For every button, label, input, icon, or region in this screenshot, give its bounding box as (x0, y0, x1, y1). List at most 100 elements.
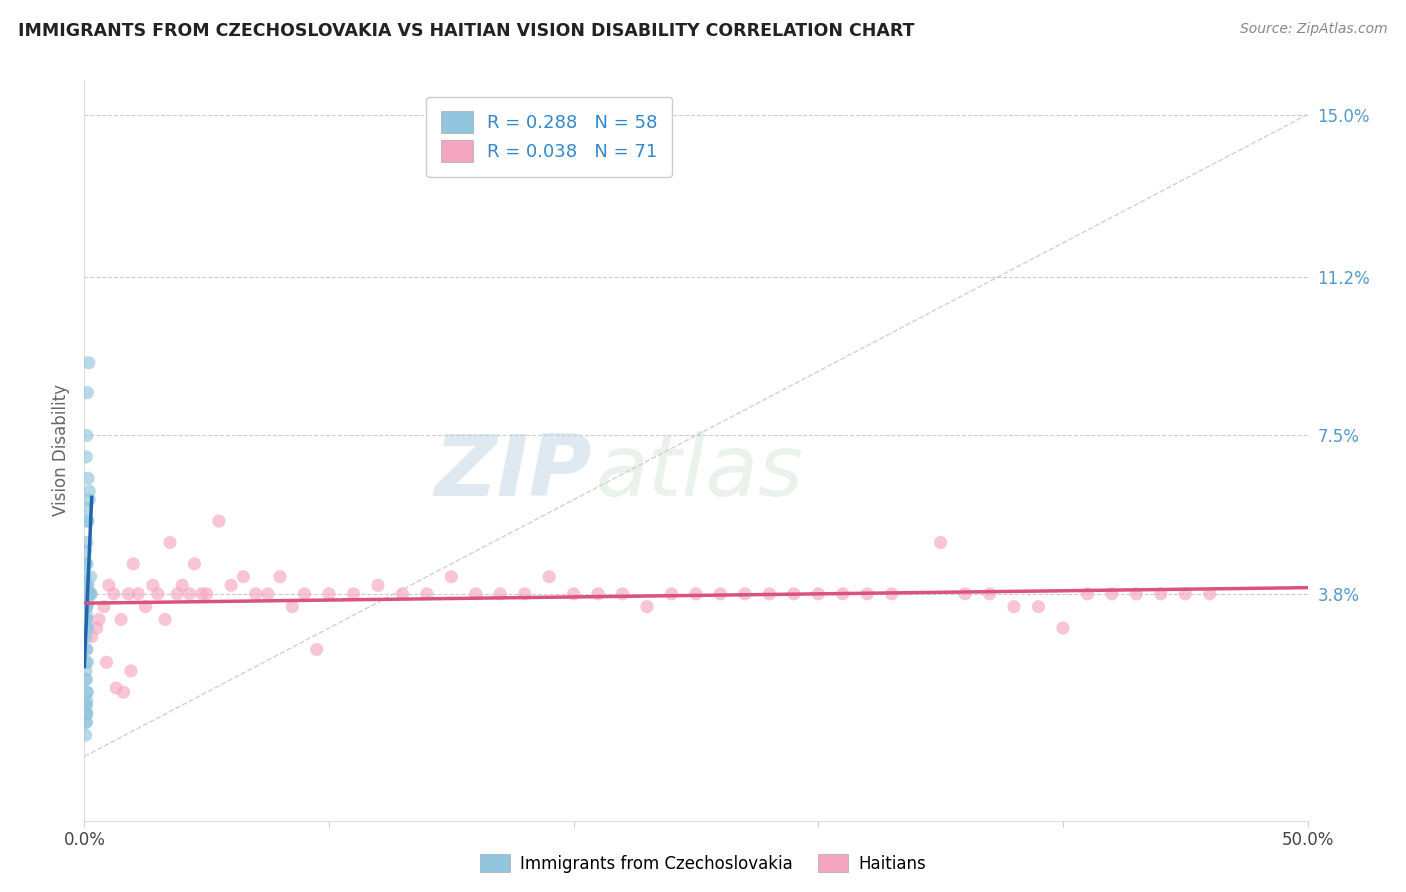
Point (76, 587, 98, 601)
Point (953, 587, 976, 601)
Point (76, 557, 98, 571)
Point (75, 715, 97, 730)
Point (783, 587, 806, 601)
Point (685, 587, 707, 601)
Point (586, 587, 609, 601)
Point (75, 698, 97, 712)
Point (146, 587, 169, 601)
Point (87, 613, 110, 627)
Point (440, 570, 463, 584)
Point (77, 514, 100, 528)
Point (245, 587, 267, 601)
Y-axis label: Vision Disability: Vision Disability (52, 384, 70, 516)
Point (1076, 587, 1098, 601)
Point (77, 595, 100, 609)
Point (856, 587, 879, 601)
Point (179, 587, 201, 601)
Point (257, 587, 280, 601)
Point (219, 578, 242, 592)
Point (1150, 587, 1173, 601)
Point (709, 587, 731, 601)
Point (269, 570, 291, 584)
Point (76, 621, 98, 635)
Point (75, 570, 97, 584)
Point (880, 587, 903, 601)
Point (105, 681, 128, 695)
Point (76, 501, 98, 516)
Legend: Immigrants from Czechoslovakia, Haitians: Immigrants from Czechoslovakia, Haitians (474, 847, 932, 880)
Point (79, 587, 101, 601)
Point (75, 673, 97, 687)
Point (77, 484, 100, 499)
Text: atlas: atlas (596, 431, 804, 514)
Point (159, 535, 181, 549)
Point (76, 706, 98, 721)
Point (80, 587, 103, 601)
Point (75, 655, 97, 669)
Point (79, 570, 101, 584)
Point (294, 587, 316, 601)
Point (758, 587, 780, 601)
Point (76, 621, 98, 635)
Point (76, 385, 98, 400)
Point (75, 706, 97, 721)
Point (76, 587, 98, 601)
Point (120, 664, 142, 678)
Point (661, 587, 683, 601)
Point (166, 587, 188, 601)
Point (281, 599, 304, 614)
Point (342, 587, 364, 601)
Point (79, 587, 101, 601)
Point (75, 673, 97, 687)
Point (77, 587, 100, 601)
Point (979, 587, 1001, 601)
Point (122, 557, 145, 571)
Point (76, 642, 98, 657)
Point (612, 587, 634, 601)
Point (75, 613, 97, 627)
Point (75, 728, 97, 742)
Point (76, 587, 98, 601)
Point (110, 613, 132, 627)
Point (1125, 587, 1147, 601)
Point (77, 587, 100, 601)
Point (538, 570, 561, 584)
Point (76, 685, 98, 699)
Point (76, 706, 98, 721)
Point (562, 587, 585, 601)
Point (318, 587, 340, 601)
Point (76, 685, 98, 699)
Text: Source: ZipAtlas.com: Source: ZipAtlas.com (1240, 22, 1388, 37)
Point (76, 428, 98, 442)
Text: IMMIGRANTS FROM CZECHOSLOVAKIA VS HAITIAN VISION DISABILITY CORRELATION CHART: IMMIGRANTS FROM CZECHOSLOVAKIA VS HAITIA… (18, 22, 915, 40)
Point (183, 557, 205, 571)
Point (77, 492, 100, 507)
Point (1174, 587, 1197, 601)
Point (93, 599, 115, 614)
Point (76, 608, 98, 623)
Point (75, 450, 97, 464)
Point (76, 694, 98, 708)
Point (367, 578, 389, 592)
Point (208, 514, 231, 528)
Point (77, 587, 100, 601)
Point (513, 587, 536, 601)
Point (1028, 599, 1050, 614)
Point (76, 613, 98, 627)
Point (135, 599, 157, 614)
Point (76, 587, 98, 601)
Point (195, 587, 218, 601)
Point (76, 535, 98, 549)
Point (305, 642, 328, 657)
Point (489, 587, 512, 601)
Point (96, 655, 118, 669)
Point (1002, 599, 1025, 614)
Point (153, 613, 176, 627)
Point (416, 587, 439, 601)
Point (75, 630, 97, 644)
Point (75, 557, 97, 571)
Point (127, 587, 149, 601)
Point (1101, 587, 1123, 601)
Point (929, 535, 952, 549)
Point (76, 599, 98, 614)
